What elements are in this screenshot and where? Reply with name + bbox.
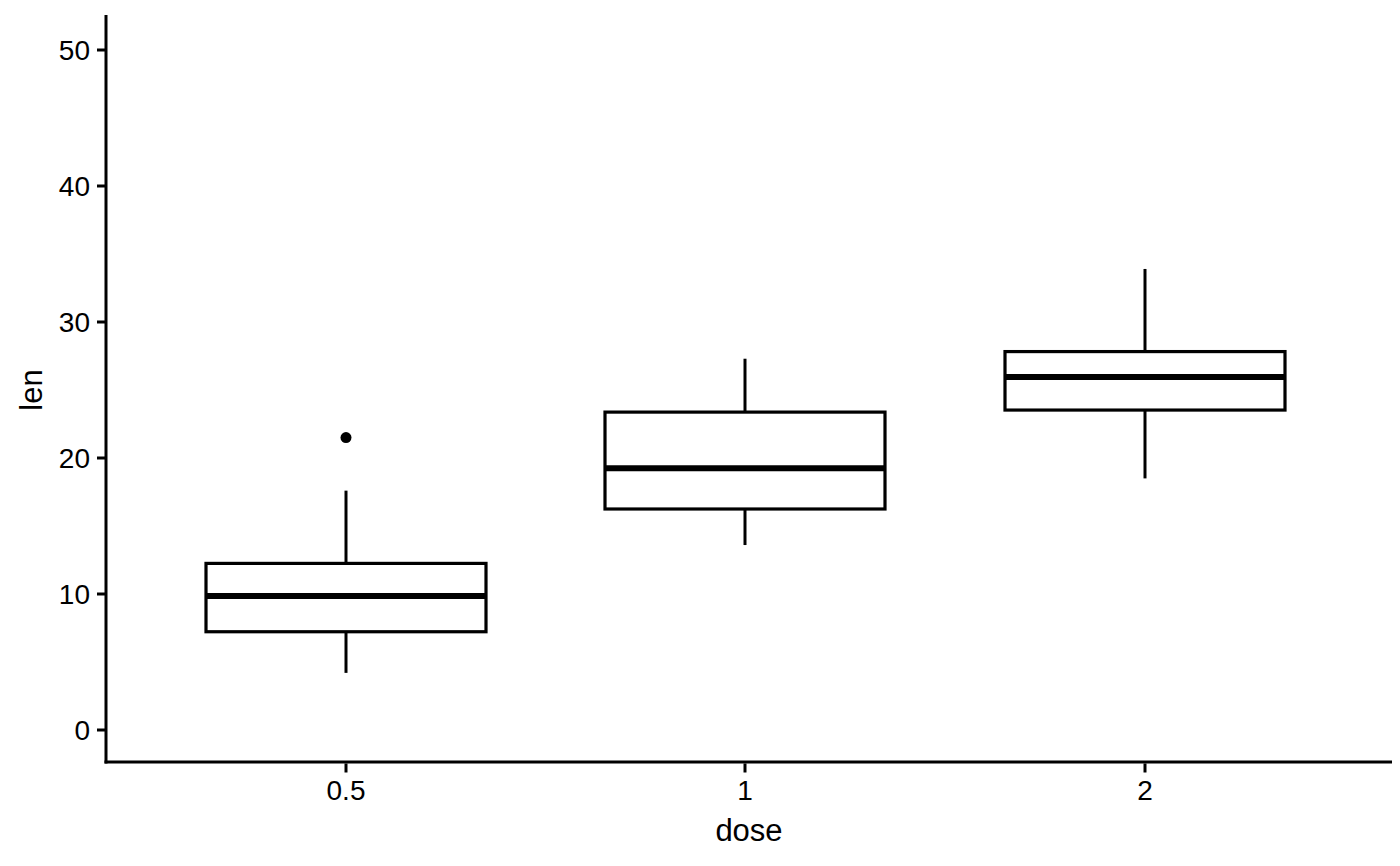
- y-tick-label: 20: [59, 443, 90, 474]
- x-tick-label: 0.5: [327, 775, 366, 806]
- x-axis-title: dose: [715, 813, 782, 848]
- y-tick-label: 40: [59, 171, 90, 202]
- outlier-point: [341, 432, 352, 443]
- y-axis-title: len: [14, 369, 49, 410]
- boxplot-chart: 0 10 20 30 40 50 0.5 1 2 dose len: [0, 0, 1400, 866]
- x-tick-label: 2: [1137, 775, 1153, 806]
- y-tick-label: 10: [59, 579, 90, 610]
- y-tick-label: 0: [74, 715, 90, 746]
- box-dose-1: [605, 412, 885, 509]
- plot-panel: 0 10 20 30 40 50 0.5 1 2: [59, 15, 1392, 806]
- box-dose-2: [1005, 352, 1285, 410]
- boxplot-figure: 0 10 20 30 40 50 0.5 1 2 dose len: [0, 0, 1400, 866]
- y-tick-label: 30: [59, 307, 90, 338]
- x-tick-label: 1: [737, 775, 753, 806]
- y-tick-label: 50: [59, 35, 90, 66]
